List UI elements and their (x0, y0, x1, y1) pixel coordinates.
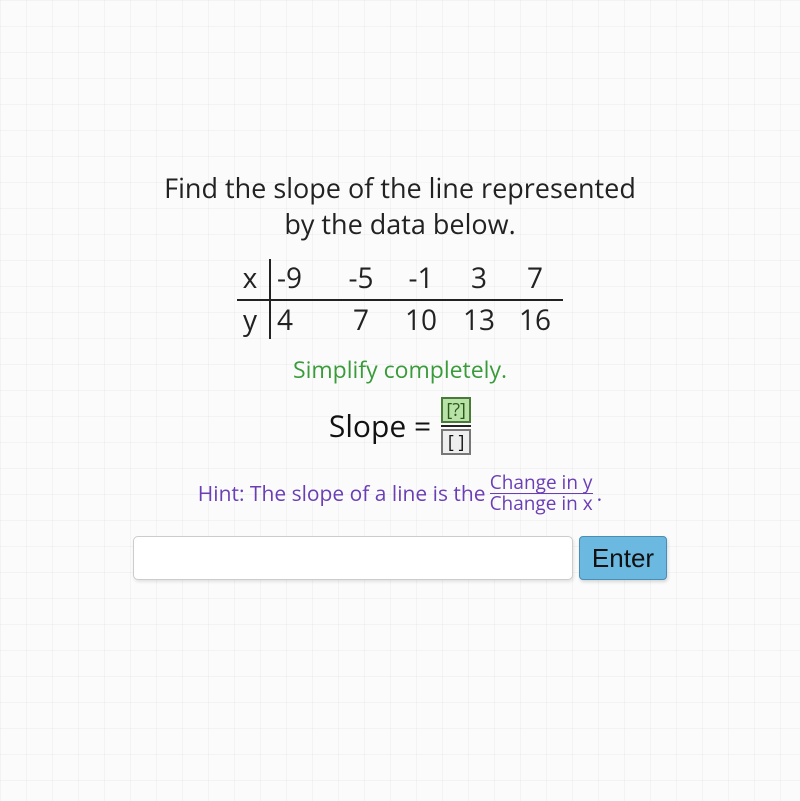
fraction-bar (441, 425, 471, 427)
x-label: x (237, 259, 271, 301)
x-value-1: -5 (331, 259, 391, 301)
x-value-0: -9 (271, 259, 331, 301)
hint-prefix: Hint: The slope of a line is the (198, 480, 486, 508)
y-value-4: 16 (507, 301, 563, 339)
prompt-line-1: Find the slope of the line represented (164, 169, 636, 206)
enter-button[interactable]: Enter (579, 536, 667, 580)
question-prompt: Find the slope of the line represented b… (164, 170, 636, 243)
y-value-1: 7 (331, 301, 391, 339)
slope-equation: Slope = [?] [ ] (329, 397, 471, 455)
x-value-4: 7 (507, 259, 563, 301)
y-value-0: 4 (271, 301, 331, 339)
slope-label: Slope = (329, 405, 431, 446)
answer-row: Enter (133, 536, 667, 580)
x-value-2: -1 (391, 259, 451, 301)
hint-text: Hint: The slope of a line is the Change … (198, 473, 602, 514)
simplify-instruction: Simplify completely. (293, 353, 507, 385)
prompt-line-2: by the data below. (284, 205, 515, 242)
hint-fraction-bottom: Change in x (490, 494, 593, 514)
x-value-3: 3 (451, 259, 507, 301)
y-value-2: 10 (391, 301, 451, 339)
answer-input[interactable] (133, 536, 573, 580)
hint-fraction: Change in y Change in x (490, 473, 593, 514)
y-value-3: 13 (451, 301, 507, 339)
slope-fraction: [?] [ ] (441, 397, 471, 455)
problem-card: Find the slope of the line represented b… (0, 170, 800, 580)
hint-suffix: . (597, 480, 603, 508)
data-table: x -9 -5 -1 3 7 y 4 7 10 13 16 (237, 257, 563, 339)
slope-denominator-box[interactable]: [ ] (441, 429, 471, 455)
y-label: y (237, 301, 271, 339)
slope-numerator-box[interactable]: [?] (441, 397, 471, 423)
